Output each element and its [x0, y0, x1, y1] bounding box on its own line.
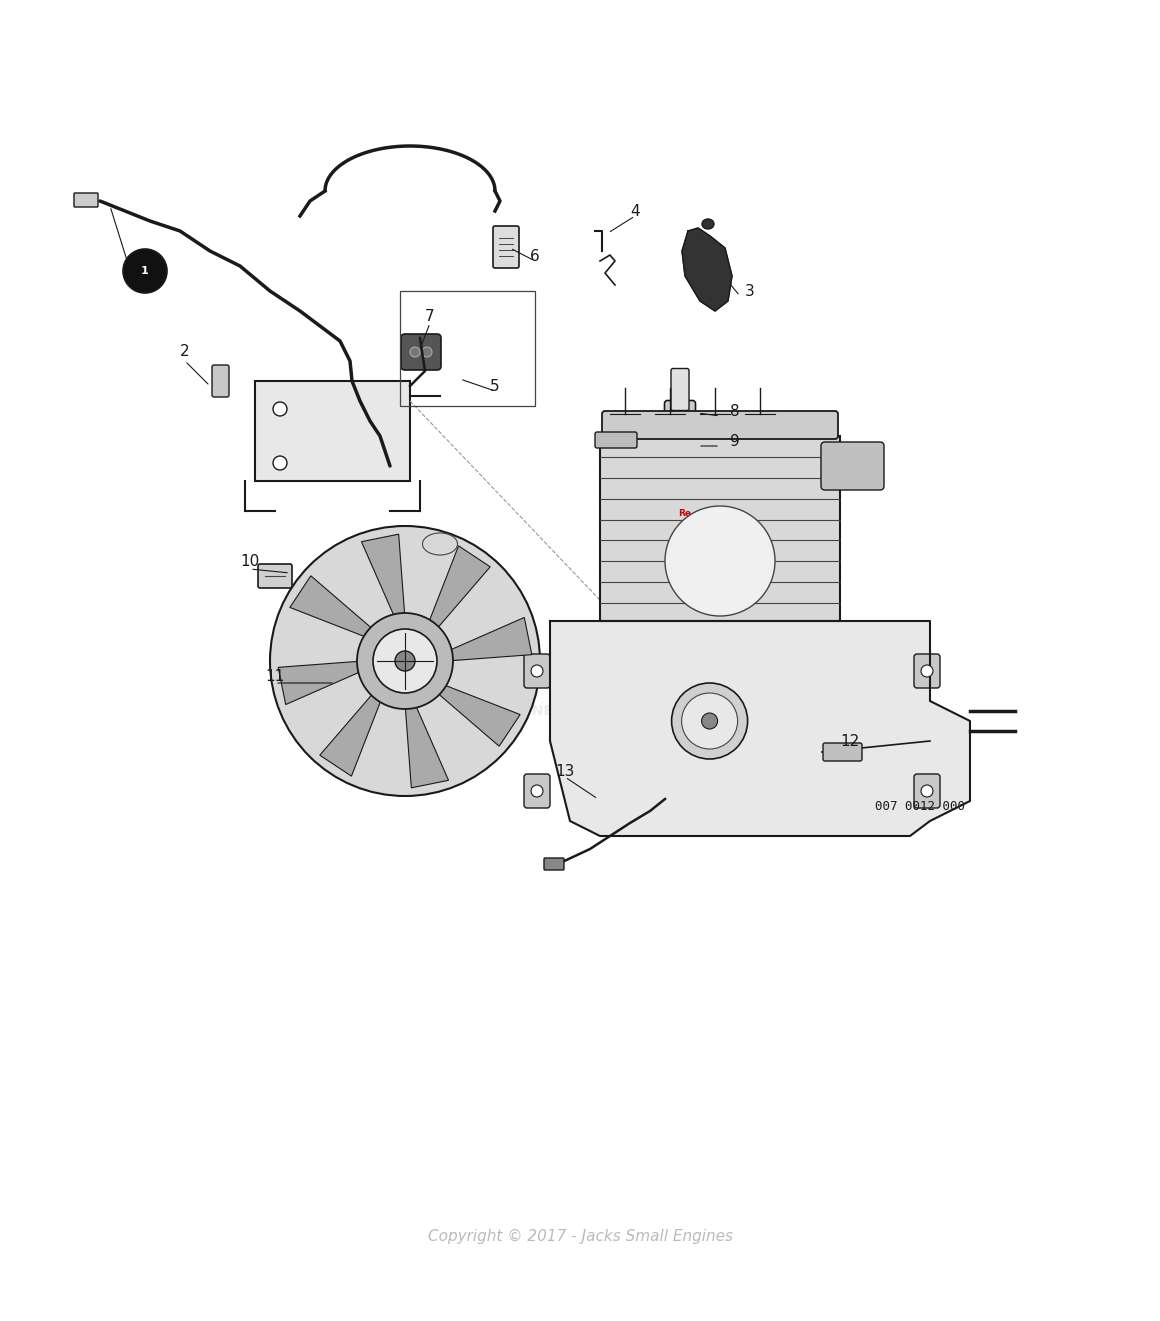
- Text: 90153: 90153: [683, 531, 712, 542]
- Text: 2: 2: [180, 343, 190, 358]
- Circle shape: [123, 248, 167, 293]
- Circle shape: [672, 683, 747, 760]
- Text: 8: 8: [730, 403, 740, 419]
- Bar: [400, 291, 535, 406]
- Polygon shape: [320, 691, 383, 777]
- Text: 10: 10: [240, 553, 260, 568]
- FancyBboxPatch shape: [401, 334, 441, 370]
- Circle shape: [682, 694, 738, 749]
- FancyBboxPatch shape: [258, 564, 292, 588]
- Text: 6: 6: [530, 248, 539, 263]
- Text: Power: Power: [710, 509, 733, 518]
- Text: 12: 12: [840, 733, 860, 749]
- FancyBboxPatch shape: [595, 432, 637, 448]
- FancyBboxPatch shape: [914, 654, 940, 688]
- Polygon shape: [290, 576, 376, 638]
- Text: 1: 1: [142, 266, 148, 276]
- Bar: [255, 380, 409, 481]
- Text: Re: Re: [679, 509, 691, 518]
- FancyBboxPatch shape: [493, 226, 519, 268]
- Circle shape: [531, 664, 543, 676]
- Text: 7: 7: [426, 309, 435, 324]
- Polygon shape: [428, 546, 491, 631]
- Text: 3: 3: [745, 284, 755, 299]
- FancyBboxPatch shape: [524, 654, 550, 688]
- Circle shape: [273, 456, 287, 470]
- Circle shape: [665, 506, 775, 616]
- Polygon shape: [405, 701, 449, 787]
- Circle shape: [921, 664, 933, 676]
- Text: 11: 11: [266, 668, 284, 683]
- Circle shape: [409, 347, 420, 357]
- FancyBboxPatch shape: [212, 365, 229, 398]
- Polygon shape: [278, 660, 364, 704]
- Text: Copyright © 2017 - Jacks Small Engines: Copyright © 2017 - Jacks Small Engines: [428, 1229, 732, 1243]
- FancyBboxPatch shape: [821, 443, 884, 490]
- Polygon shape: [550, 621, 970, 836]
- Circle shape: [921, 785, 933, 797]
- Text: 5: 5: [491, 379, 500, 394]
- FancyBboxPatch shape: [670, 369, 689, 411]
- FancyBboxPatch shape: [524, 774, 550, 808]
- Circle shape: [531, 785, 543, 797]
- Text: 007 0012 000: 007 0012 000: [875, 799, 965, 812]
- FancyBboxPatch shape: [602, 411, 838, 439]
- Circle shape: [374, 629, 437, 694]
- Text: Jacks: Jacks: [456, 657, 544, 686]
- Circle shape: [422, 347, 432, 357]
- Circle shape: [357, 613, 454, 709]
- Ellipse shape: [702, 219, 715, 229]
- Polygon shape: [362, 534, 405, 620]
- FancyBboxPatch shape: [665, 400, 696, 472]
- Text: SMALL ENGINES: SMALL ENGINES: [437, 704, 563, 719]
- FancyBboxPatch shape: [544, 859, 564, 871]
- Polygon shape: [435, 683, 520, 746]
- Polygon shape: [445, 617, 531, 660]
- Text: 9: 9: [730, 433, 740, 449]
- Circle shape: [273, 402, 287, 416]
- Text: 4: 4: [630, 203, 640, 218]
- Polygon shape: [682, 229, 732, 310]
- Bar: [600, 436, 840, 621]
- FancyBboxPatch shape: [74, 193, 97, 207]
- Circle shape: [396, 651, 415, 671]
- Text: 13: 13: [556, 764, 574, 778]
- Circle shape: [702, 713, 718, 729]
- Circle shape: [270, 526, 541, 797]
- FancyBboxPatch shape: [822, 742, 862, 761]
- FancyBboxPatch shape: [914, 774, 940, 808]
